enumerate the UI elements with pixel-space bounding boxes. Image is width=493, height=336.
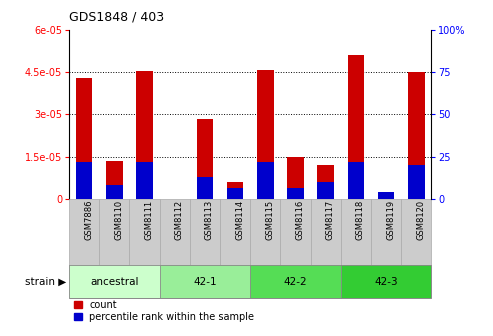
- Bar: [378, 192, 394, 199]
- Text: GSM8114: GSM8114: [235, 200, 244, 240]
- Text: GSM8113: GSM8113: [205, 200, 214, 240]
- Bar: [408, 165, 424, 199]
- Text: GSM8112: GSM8112: [175, 200, 184, 240]
- Text: GSM8119: GSM8119: [386, 200, 395, 240]
- Bar: [197, 177, 213, 199]
- Text: ancestral: ancestral: [90, 277, 139, 287]
- Text: GSM8110: GSM8110: [114, 200, 123, 240]
- Text: 42-3: 42-3: [374, 277, 398, 287]
- FancyBboxPatch shape: [281, 199, 311, 265]
- Text: GSM7886: GSM7886: [84, 200, 93, 241]
- FancyBboxPatch shape: [190, 199, 220, 265]
- FancyBboxPatch shape: [130, 199, 160, 265]
- Text: GSM8111: GSM8111: [144, 200, 153, 240]
- FancyBboxPatch shape: [341, 199, 371, 265]
- Bar: [257, 162, 274, 199]
- Text: GSM8117: GSM8117: [326, 200, 335, 240]
- Text: GSM8120: GSM8120: [416, 200, 425, 240]
- FancyBboxPatch shape: [69, 199, 99, 265]
- FancyBboxPatch shape: [160, 265, 250, 298]
- Bar: [76, 162, 92, 199]
- FancyBboxPatch shape: [99, 199, 130, 265]
- FancyBboxPatch shape: [341, 265, 431, 298]
- FancyBboxPatch shape: [250, 265, 341, 298]
- Text: GSM8116: GSM8116: [295, 200, 305, 240]
- Text: 42-1: 42-1: [193, 277, 217, 287]
- Bar: [136, 162, 153, 199]
- Text: GDS1848 / 403: GDS1848 / 403: [69, 10, 164, 24]
- Legend: count, percentile rank within the sample: count, percentile rank within the sample: [74, 300, 254, 322]
- FancyBboxPatch shape: [401, 199, 431, 265]
- Bar: [348, 162, 364, 199]
- Bar: [227, 188, 244, 199]
- Text: GSM8115: GSM8115: [265, 200, 274, 240]
- Bar: [408, 72, 424, 199]
- Bar: [227, 182, 244, 199]
- Bar: [197, 119, 213, 199]
- FancyBboxPatch shape: [220, 199, 250, 265]
- FancyBboxPatch shape: [250, 199, 281, 265]
- Bar: [76, 78, 92, 199]
- Bar: [287, 157, 304, 199]
- Bar: [106, 161, 123, 199]
- Bar: [317, 182, 334, 199]
- Text: 42-2: 42-2: [283, 277, 307, 287]
- Bar: [136, 71, 153, 199]
- Bar: [348, 55, 364, 199]
- Text: strain ▶: strain ▶: [25, 277, 66, 287]
- Bar: [317, 165, 334, 199]
- FancyBboxPatch shape: [311, 199, 341, 265]
- Text: GSM8118: GSM8118: [356, 200, 365, 240]
- Bar: [287, 188, 304, 199]
- FancyBboxPatch shape: [160, 199, 190, 265]
- Bar: [257, 70, 274, 199]
- FancyBboxPatch shape: [69, 265, 160, 298]
- Bar: [106, 185, 123, 199]
- FancyBboxPatch shape: [371, 199, 401, 265]
